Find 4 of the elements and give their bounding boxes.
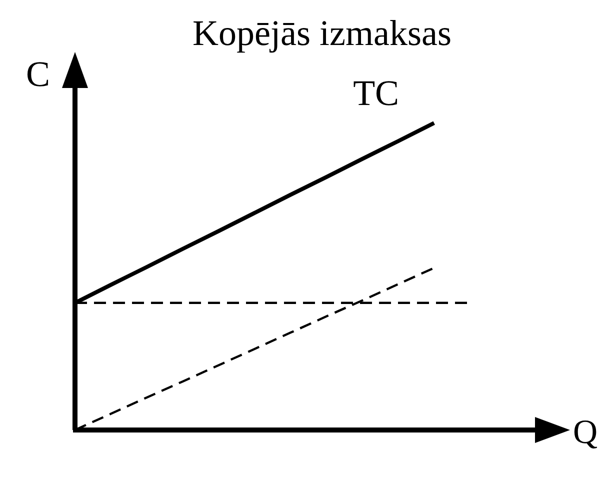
series-label: TC — [353, 73, 400, 113]
y-axis-title: C — [26, 54, 50, 94]
chart-title: Kopējās izmaksas — [192, 13, 452, 53]
x-axis-title: Q — [573, 414, 598, 451]
